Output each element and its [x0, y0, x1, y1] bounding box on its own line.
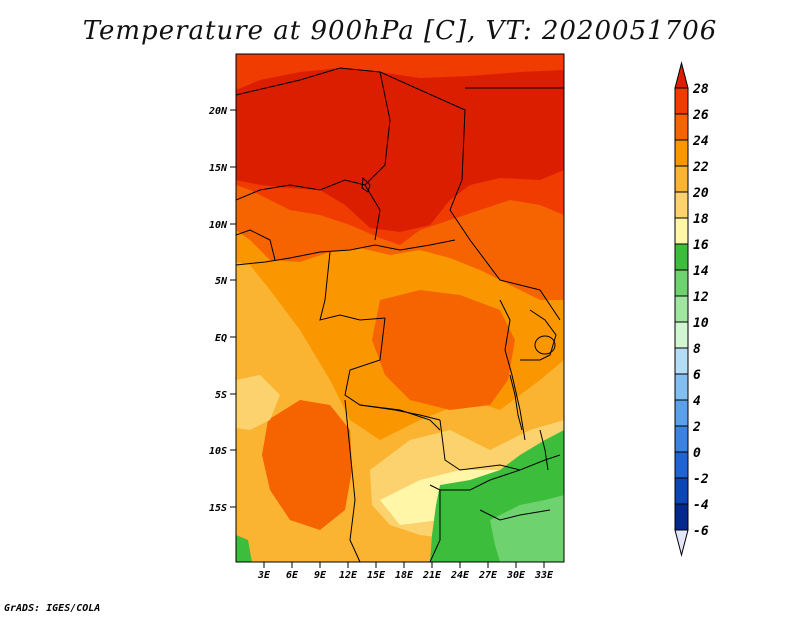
colorbar-bin — [674, 191, 689, 219]
colorbar-bin — [674, 425, 689, 453]
lakes — [361, 176, 556, 471]
colorbar-label: 20 — [692, 186, 709, 201]
colorbar-label: 24 — [692, 134, 709, 149]
colorbar-label: 12 — [693, 290, 709, 305]
colorbar-label: 0 — [693, 446, 701, 461]
colorbar-bin — [674, 321, 689, 349]
colorbar-bin — [674, 503, 689, 531]
lon-tick-label: 27E — [478, 570, 498, 581]
lake-tanganyika — [509, 374, 523, 431]
colorbar-label: 10 — [693, 316, 709, 331]
lon-tick-label: 30E — [506, 570, 526, 581]
latitude-axis: 20N 15N 10N 5N EQ 5S 10S 15S — [208, 106, 236, 514]
lat-tick-label: 15N — [209, 163, 228, 174]
colorbar-label: 4 — [693, 394, 701, 409]
colorbar-bin — [674, 347, 689, 375]
lat-tick-label: 15S — [209, 503, 227, 514]
colorbar-label: 6 — [693, 368, 701, 383]
colorbar-bin — [674, 477, 689, 505]
lat-tick-label: 5S — [215, 390, 227, 401]
lon-tick-label: 15E — [367, 570, 386, 581]
colorbar-bin — [674, 269, 689, 297]
lon-tick-label: 9E — [314, 570, 327, 581]
lat-tick-label: EQ — [215, 333, 227, 344]
longitude-axis: 3E 6E 9E 12E 15E 18E 21E 24E 27E 30E 33E — [257, 562, 554, 581]
lon-tick-label: 24E — [450, 570, 470, 581]
lake-malawi — [539, 429, 549, 471]
colorbar-bin — [674, 399, 689, 427]
colorbar-label: 8 — [693, 342, 701, 357]
lat-tick-label: 10N — [209, 220, 228, 231]
lon-tick-label: 21E — [422, 570, 442, 581]
colorbar-label: -2 — [693, 472, 709, 487]
colorbar-label: 28 — [692, 82, 709, 97]
contour-southeast-12-14 — [490, 495, 564, 562]
lon-tick-label: 6E — [286, 570, 299, 581]
colorbar-bin — [674, 165, 689, 193]
colorbar-label: -6 — [693, 524, 709, 539]
lon-tick-label: 33E — [534, 570, 554, 581]
colorbar-bin — [674, 295, 689, 323]
map-frame — [235, 53, 565, 563]
colorbar-label: 22 — [692, 160, 709, 175]
lake-chad — [361, 176, 371, 193]
country-boundaries — [236, 67, 564, 562]
lat-tick-label: 10S — [209, 446, 227, 457]
temperature-field — [236, 54, 564, 562]
lon-tick-label: 12E — [339, 570, 358, 581]
contour-angola — [262, 400, 352, 530]
contour-28-plus — [236, 68, 564, 232]
colorbar-label: 16 — [693, 238, 709, 253]
map-title: Temperature at 900hPa [C], VT: 202005170… — [82, 16, 718, 46]
colorbar-label: 2 — [692, 420, 701, 435]
contour-congo-basin — [372, 290, 515, 410]
colorbar-over-arrow — [674, 61, 689, 89]
lat-tick-label: 5N — [215, 276, 228, 287]
colorbar-bin — [674, 217, 689, 245]
colorbar-label: 14 — [693, 264, 709, 279]
lon-tick-label: 18E — [395, 570, 414, 581]
lat-tick-label: 20N — [208, 106, 228, 117]
lon-tick-label: 3E — [257, 570, 271, 581]
colorbar-label: -4 — [693, 498, 709, 513]
contour-southwest-green — [236, 535, 252, 562]
colorbar-bin — [674, 243, 689, 271]
colorbar-bin — [674, 113, 689, 141]
colorbar-bin — [674, 87, 689, 115]
colorbar-label: 26 — [692, 108, 709, 123]
lake-victoria — [534, 335, 556, 355]
colorbar-label: 18 — [693, 212, 709, 227]
colorbar-bin — [674, 451, 689, 479]
colorbar-under-arrow — [674, 529, 689, 557]
colorbar-bin — [674, 373, 689, 401]
footer-credit: GrADS: IGES/COLA — [4, 603, 101, 614]
contour-highland-cool — [236, 375, 280, 430]
colorbar-bin — [674, 139, 689, 167]
